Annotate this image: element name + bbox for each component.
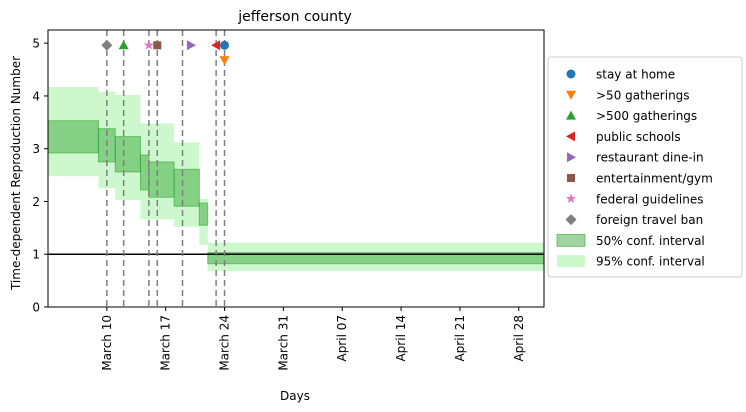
plot-frame [47,29,545,308]
ci95-band [174,142,200,227]
legend-marker [567,174,575,182]
ci50-band [198,202,209,226]
legend-label: >500 gatherings [596,109,697,123]
y-axis-label: Time-dependent Reproduction Number [9,56,23,291]
legend: stay at home >50 gatherings >500 gathering… [547,56,743,278]
intervention-marker [143,40,154,50]
chart-title: jefferson county [237,9,351,25]
legend-box [547,56,743,278]
ci95-band [148,123,175,220]
ci50-band [48,120,99,154]
legend-label: federal guidelines [596,192,704,206]
ci50-band [114,136,141,173]
ci95-band [207,242,544,272]
ci50-band [173,168,200,207]
x-tick-label: March 24 [218,315,232,371]
legend-marker [565,214,577,226]
intervention-marker [118,40,129,50]
legend-label: public schools [596,130,681,144]
y-tick-label: 4 [32,89,40,103]
y-tick-label: 3 [32,142,40,156]
intervention-marker [153,41,162,50]
legend-marker [566,90,576,100]
legend-label: 50% conf. interval [596,234,705,248]
x-tick-label: March 31 [276,315,290,371]
y-tick-label: 1 [32,248,40,262]
legend-marker [566,131,575,142]
intervention-marker [101,39,113,51]
ci50-band [207,252,544,265]
legend-swatch-ci50 [556,233,586,247]
x-tick-label: April 21 [453,315,467,362]
y-tick-label: 5 [32,37,40,51]
intervention-marker [186,40,196,51]
legend-label: stay at home [596,68,675,82]
legend-marker [566,193,576,204]
ci50-band [139,154,150,191]
legend-label: 95% conf. interval [596,255,705,269]
plot-area: 0 1 2 3 4 5 March 10 March 17 March 24 March 31 Ap… [32,29,545,371]
legend-marker [567,152,576,163]
x-tick-label: March 17 [159,315,173,371]
legend-label: entertainment/gym [596,172,713,186]
ci95-band [140,123,149,220]
x-tick-label: April 28 [512,315,526,362]
ci95-band [115,94,141,200]
legend-label: restaurant dine-in [596,151,704,165]
ci95-band [199,198,208,245]
intervention-marker [219,56,230,66]
ci95-band [48,86,99,177]
legend-marker [566,69,576,79]
y-tick-label: 0 [32,301,40,315]
x-axis-label: Days [280,389,310,403]
ci50-band [148,161,175,198]
x-tick-label: April 07 [335,315,349,362]
legend-label: >50 gatherings [596,88,690,102]
legend-label: foreign travel ban [596,213,703,227]
x-tick-label: April 14 [394,315,408,362]
plot-inner [48,30,544,307]
intervention-marker [220,40,230,50]
y-tick-label: 2 [32,195,40,209]
legend-swatch-ci95 [557,255,585,268]
x-tick-label: March 10 [100,315,114,371]
legend-marker [566,110,576,120]
intervention-marker [211,40,221,51]
